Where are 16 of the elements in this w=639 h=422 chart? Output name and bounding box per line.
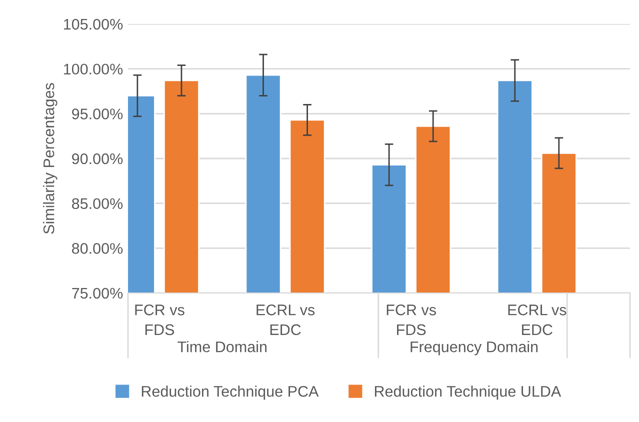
- y-tick-label: 105.00%: [64, 18, 123, 30]
- legend-label: Reduction Technique PCA: [142, 386, 319, 400]
- text: Time Domain: [178, 341, 267, 352]
- x-tick-label: FCR vs FDS: [386, 304, 436, 336]
- y-tick-label: 75.00%: [72, 288, 123, 299]
- y-tick-label: 95.00%: [72, 108, 123, 120]
- y-axis-title: Similarity Percentages: [43, 83, 58, 234]
- y-tick-label: 85.00%: [72, 198, 123, 210]
- x-tick-label: ECRL vs EDC: [256, 304, 315, 336]
- text: Frequency Domain: [410, 341, 538, 356]
- y-tick-label: 80.00%: [72, 243, 123, 254]
- x-tick-label: ECRL vs EDC: [508, 304, 566, 336]
- x-tick-label: FCR vs FDS: [135, 304, 184, 336]
- y-tick-label: 90.00%: [72, 153, 123, 164]
- legend-label: Reduction Technique ULDA: [374, 386, 562, 400]
- y-tick-label: 100.00%: [64, 64, 123, 75]
